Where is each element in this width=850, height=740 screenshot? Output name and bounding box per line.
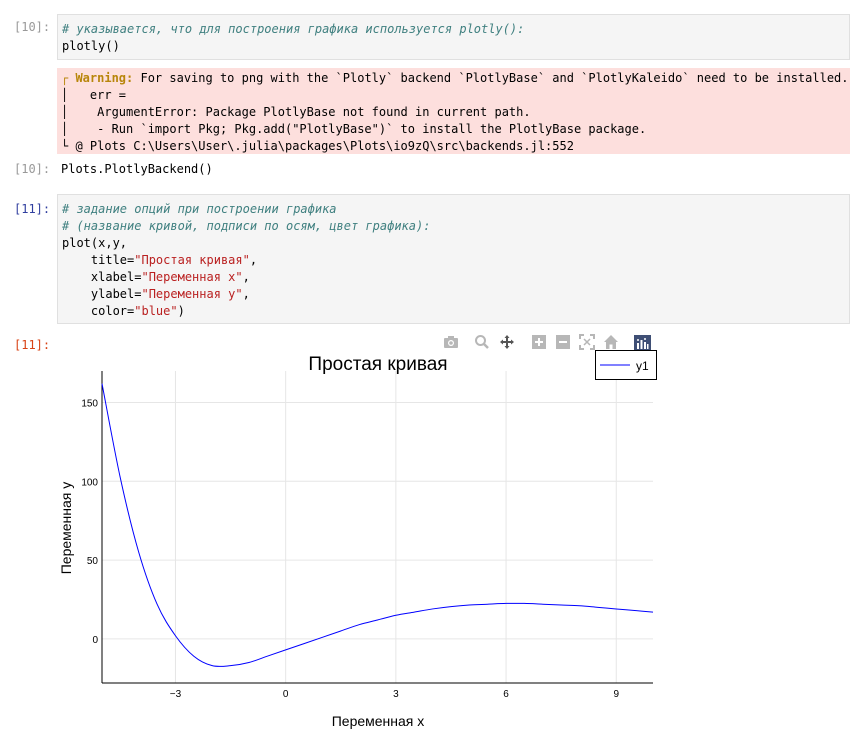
code-comment: # (название кривой, подписи по осям, цве… [62,219,431,233]
zoom-icon[interactable] [473,334,491,352]
code-keyword: color= [62,304,135,318]
warning-line: └ @ Plots C:\Users\User\.julia\packages\… [61,139,574,153]
code-line: title="Простая кривая", [58,252,849,269]
code-punct: ) [177,304,185,318]
warning-line: │ ArgumentError: Package PlotlyBase not … [61,105,531,119]
chart-axes: −3 0 3 6 9 0 50 100 150 [81,371,653,700]
zoom-out-icon[interactable] [554,334,572,352]
zoom-in-icon[interactable] [530,334,548,352]
code-keyword: title= [62,253,135,267]
code-string: "Простая кривая" [134,253,250,267]
code-string: "blue" [134,304,178,318]
warning-line: │ - Run `import Pkg; Pkg.add("PlotlyBase… [61,122,647,136]
warning-output: ┌ Warning: For saving to png with the `P… [57,68,850,154]
warning-line: ┌ Warning: For saving to png with the `P… [57,70,850,87]
series-line-y1 [101,383,654,667]
code-cell-input[interactable]: # указывается, что для построения график… [57,14,850,60]
code-punct: , [242,270,250,284]
code-comment: # указывается, что для построения график… [62,22,525,36]
input-prompt: [11]: [14,202,51,216]
input-prompt: [10]: [14,20,51,34]
legend-label: y1 [636,359,649,373]
autoscale-icon[interactable] [578,334,596,352]
x-tick-label: 3 [393,689,399,700]
x-tick-label: 9 [613,689,619,700]
x-axis-label: Переменная x [332,713,425,729]
output-prompt: [10]: [14,162,51,176]
y-tick-label: 150 [81,399,98,410]
code-line: xlabel="Переменная x", [58,269,849,286]
warning-text: For saving to png with the `Plotly` back… [133,71,849,85]
x-tick-label: 0 [283,689,289,700]
code-punct: , [242,287,250,301]
code-keyword: ylabel= [62,287,142,301]
code-line: color="blue") [58,303,849,320]
code-string: "Переменная x" [141,270,243,284]
output-prompt: [11]: [14,338,51,352]
y-axis-label: Переменная y [58,482,74,575]
warning-line: │ err = [61,88,127,102]
x-tick-label: 6 [503,689,509,700]
camera-icon[interactable] [442,334,460,352]
output-text: Plots.PlotlyBackend() [61,162,213,176]
legend-box [595,350,657,380]
code-cell-input[interactable]: # задание опций при построении графика #… [57,194,850,324]
y-tick-label: 50 [87,556,99,567]
code-line: plotly() [62,39,120,53]
code-line: plot(x,y, [62,236,128,250]
code-keyword: xlabel= [62,270,142,284]
code-punct: , [249,253,258,267]
chart-title: Простая кривая [308,354,447,375]
code-string: "Переменная y" [141,287,243,301]
code-line: ylabel="Переменная y", [58,286,849,303]
pan-icon[interactable] [498,334,516,352]
x-tick-label: −3 [170,689,182,700]
code-comment: # задание опций при построении графика [62,202,337,216]
y-tick-label: 100 [81,477,98,488]
chart-grid [102,371,653,683]
y-tick-label: 0 [92,635,98,646]
warning-label: ┌ Warning: [61,71,134,85]
chart-legend[interactable]: y1 [595,350,657,380]
chart-series [101,383,654,667]
plotly-logo-icon[interactable] [634,335,651,352]
home-icon[interactable] [602,334,620,352]
